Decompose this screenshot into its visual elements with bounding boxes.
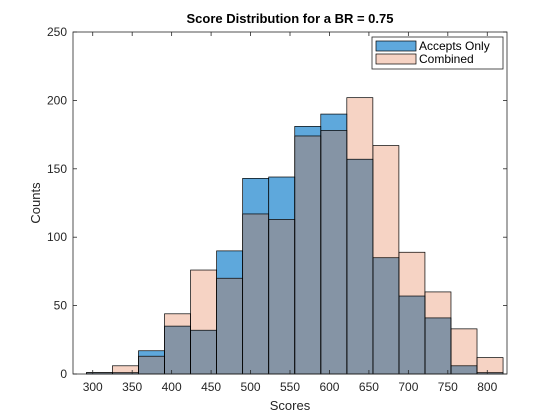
x-tick-label-650: 650 <box>359 380 379 394</box>
bar-overlap-13 <box>424 317 451 374</box>
legend-label-1: Combined <box>419 52 474 66</box>
y-tick-label-200: 200 <box>47 93 67 107</box>
bar-overlap-1 <box>112 372 139 374</box>
bar-overlap-8 <box>294 135 321 374</box>
bar-overlap-0 <box>86 372 113 374</box>
bar-overlap-11 <box>372 257 399 374</box>
y-axis-label: Counts <box>28 182 43 224</box>
bar-overlap-2 <box>138 356 165 374</box>
bar-overlap-10 <box>346 159 373 374</box>
x-tick-label-750: 750 <box>438 380 458 394</box>
axes-layer: 300 350 400 450 500 550 600 650 700 750 800 0 50 100 1… <box>47 25 508 394</box>
x-tick-label-600: 600 <box>319 380 339 394</box>
bar-overlap-4 <box>190 330 217 374</box>
x-tick-label-800: 800 <box>477 380 497 394</box>
y-tick-label-100: 100 <box>47 230 67 244</box>
legend-swatch-0 <box>375 40 417 52</box>
bar-overlap-12 <box>398 296 425 374</box>
bar-combined-15 <box>477 357 504 374</box>
x-axis-label: Scores <box>270 398 311 413</box>
x-tick-label-350: 350 <box>122 380 142 394</box>
bar-overlap-5 <box>216 278 243 374</box>
y-tick-label-150: 150 <box>47 162 67 176</box>
x-tick-label-300: 300 <box>83 380 103 394</box>
chart-title: Score Distribution for a BR = 0.75 <box>187 11 394 26</box>
bar-overlap-9 <box>320 130 347 374</box>
bar-overlap-14 <box>450 365 478 374</box>
bar-overlap-6 <box>242 213 269 374</box>
bar-overlap-15 <box>477 372 504 374</box>
bar-overlap-3 <box>164 326 191 374</box>
y-tick-label-50: 50 <box>54 299 68 313</box>
legend-label-0: Accepts Only <box>419 39 490 53</box>
bar-overlap-7 <box>268 219 295 374</box>
x-tick-label-450: 450 <box>201 380 221 394</box>
bar-combined-1 <box>112 365 139 374</box>
legend-swatch-1 <box>375 53 417 65</box>
x-tick-label-500: 500 <box>241 380 261 394</box>
y-tick-label-250: 250 <box>47 25 67 39</box>
x-tick-label-400: 400 <box>162 380 182 394</box>
x-tick-label-550: 550 <box>280 380 300 394</box>
x-tick-label-700: 700 <box>398 380 418 394</box>
y-tick-label-0: 0 <box>60 367 67 381</box>
